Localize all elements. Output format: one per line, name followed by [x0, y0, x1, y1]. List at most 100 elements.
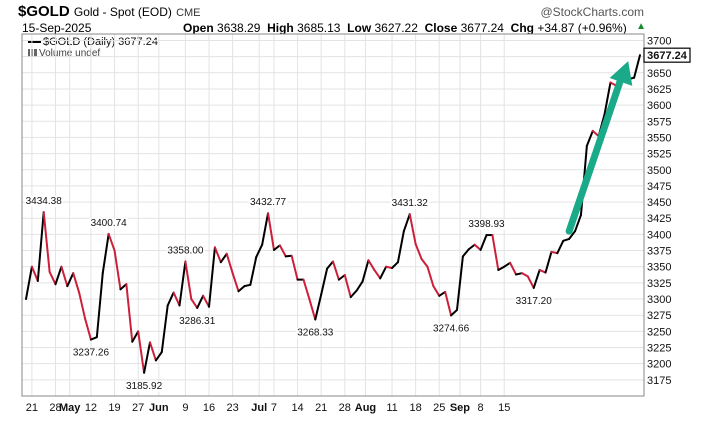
- price-segment: [72, 272, 81, 294]
- price-annotations: 3434.38 3237.26 3400.74 3185.92 3358.00 3286.…: [24, 196, 554, 392]
- price-segment: [426, 265, 435, 288]
- x-tick-label: 18: [410, 402, 422, 414]
- price-segment: [402, 213, 411, 233]
- y-tick-label: 3650: [647, 68, 671, 80]
- price-annotation-bg: [89, 217, 129, 229]
- price-segment: [255, 243, 264, 259]
- series-legend: $GOLD (Daily) 3677.24: [28, 36, 158, 48]
- x-tick-label: 28: [339, 402, 351, 414]
- price-segment: [343, 274, 352, 299]
- price-annotation-bg: [296, 327, 335, 339]
- y-tick-label: 3350: [647, 262, 671, 274]
- chart-title: $GOLD Gold - Spot (EOD) CME: [18, 3, 201, 20]
- price-segment: [48, 270, 57, 286]
- price-annotation-bg: [71, 347, 111, 359]
- price-segment: [332, 260, 340, 281]
- price-segment: [574, 214, 582, 233]
- chart-grid: [22, 34, 644, 396]
- price-segment: [113, 249, 122, 291]
- price-segment: [60, 265, 69, 288]
- x-tick-label: 9: [182, 402, 188, 414]
- y-tick-label: 3525: [647, 149, 671, 161]
- price-segment: [491, 234, 500, 271]
- y-tick-label: 3400: [647, 229, 671, 241]
- y-tick-label: 3250: [647, 326, 671, 338]
- y-tick-label: 3275: [647, 310, 671, 322]
- price-segment: [125, 283, 134, 343]
- trend-arrow-shaft: [565, 71, 626, 235]
- price-segment: [420, 257, 429, 268]
- price-annotation: 3268.33: [297, 328, 334, 339]
- price-segment: [278, 244, 287, 258]
- y-tick-label: 3550: [647, 132, 671, 144]
- low-label: Low: [347, 21, 372, 35]
- price-segment: [450, 309, 458, 317]
- price-segment: [148, 341, 157, 362]
- x-tick-label: 21: [26, 402, 38, 414]
- price-segment: [249, 256, 258, 286]
- price-segment: [219, 252, 228, 264]
- price-series: [25, 54, 641, 374]
- price-annotation: 3185.92: [126, 381, 163, 392]
- price-segment: [95, 272, 104, 339]
- y-tick-label: 3575: [647, 116, 671, 128]
- y-tick-label: 3375: [647, 246, 671, 258]
- series-legend-label: $GOLD (Daily) 3677.24: [43, 36, 158, 48]
- x-tick-label: 27: [132, 402, 144, 414]
- x-tick-label: Sep: [450, 402, 470, 414]
- trend-arrow-head: [609, 61, 633, 86]
- price-segment: [66, 272, 75, 288]
- price-segment: [101, 232, 110, 275]
- x-tick-label: May: [59, 402, 81, 414]
- symbol-exchange: CME: [176, 7, 201, 19]
- price-segment: [166, 291, 175, 307]
- x-tick-label: 19: [108, 402, 120, 414]
- price-segment: [261, 212, 270, 246]
- open-value: 3638.29: [217, 21, 261, 35]
- price-segment: [633, 54, 641, 79]
- price-segment: [160, 304, 169, 354]
- high-value: 3685.13: [297, 21, 341, 35]
- price-segment: [520, 272, 529, 278]
- price-segment: [231, 272, 240, 293]
- price-segment: [196, 294, 205, 309]
- y-tick-label: 3450: [647, 197, 671, 209]
- stockcharts-watermark[interactable]: @StockCharts.com: [540, 5, 644, 19]
- low-value: 3627.22: [374, 21, 418, 35]
- current-price-label: 3677.24: [647, 50, 688, 62]
- trend-arrow-icon: [565, 61, 633, 235]
- price-segment: [361, 259, 370, 283]
- x-tick-label: 23: [227, 402, 239, 414]
- x-tick-label: 25: [433, 402, 445, 414]
- price-segment: [479, 234, 488, 251]
- x-tick-label: 28: [49, 402, 61, 414]
- plot-frame: [21, 33, 645, 397]
- x-tick-label: 12: [85, 402, 97, 414]
- close-label: Close: [424, 21, 458, 35]
- price-annotation-bg: [248, 197, 288, 209]
- price-segment: [119, 283, 128, 291]
- price-annotation: 3400.74: [91, 218, 128, 229]
- price-segment: [208, 246, 216, 308]
- price-segment: [302, 278, 311, 301]
- volume-bars-icon: [28, 49, 37, 57]
- price-segment: [314, 293, 323, 321]
- ohlc-readout: Open 3638.29 High 3685.13 Low 3627.22 Cl…: [183, 21, 627, 35]
- y-tick-label: 3425: [647, 213, 671, 225]
- x-tick-label: 16: [203, 402, 215, 414]
- quote-date: 15-Sep-2025: [22, 21, 92, 35]
- price-segment: [515, 272, 523, 276]
- open-label: Open: [183, 21, 214, 35]
- x-tick-label: 7: [271, 402, 277, 414]
- price-annotation: 3432.77: [250, 197, 287, 208]
- price-segment: [54, 265, 63, 286]
- price-segment: [455, 255, 464, 312]
- price-segment: [42, 211, 51, 273]
- price-segment: [467, 243, 476, 251]
- y-tick-label: 3475: [647, 181, 671, 193]
- high-label: High: [267, 21, 294, 35]
- price-segment: [202, 294, 211, 308]
- price-annotation: 3358.00: [167, 246, 204, 257]
- price-annotation: 3274.66: [433, 323, 470, 334]
